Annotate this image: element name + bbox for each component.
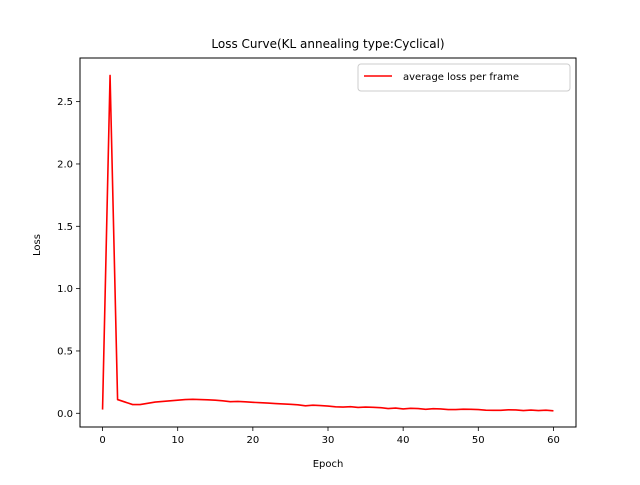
y-tick-label: 1.0 bbox=[57, 284, 73, 295]
x-tick-label: 10 bbox=[171, 435, 184, 446]
x-tick-label: 40 bbox=[397, 435, 410, 446]
y-tick-label: 0.0 bbox=[57, 409, 73, 420]
x-tick-label: 30 bbox=[322, 435, 335, 446]
x-axis-label: Epoch bbox=[313, 459, 344, 470]
y-axis: 0.0 0.5 1.0 1.5 2.0 2.5 bbox=[57, 97, 80, 420]
x-tick-label: 0 bbox=[99, 435, 105, 446]
chart-title: Loss Curve(KL annealing type:Cyclical) bbox=[211, 37, 444, 51]
x-tick-label: 60 bbox=[547, 435, 560, 446]
x-axis: 0 10 20 30 40 50 60 bbox=[99, 427, 560, 446]
y-axis-label: Loss bbox=[32, 234, 43, 256]
y-tick-label: 2.0 bbox=[57, 159, 73, 170]
y-tick-label: 0.5 bbox=[57, 346, 73, 357]
x-tick-label: 50 bbox=[472, 435, 485, 446]
legend: average loss per frame bbox=[357, 63, 571, 92]
y-tick-label: 2.5 bbox=[57, 97, 73, 108]
y-tick-label: 1.5 bbox=[57, 222, 73, 233]
legend-label: average loss per frame bbox=[403, 72, 519, 83]
x-tick-label: 20 bbox=[246, 435, 259, 446]
legend-box bbox=[357, 63, 571, 92]
series-line-0 bbox=[101, 74, 554, 412]
